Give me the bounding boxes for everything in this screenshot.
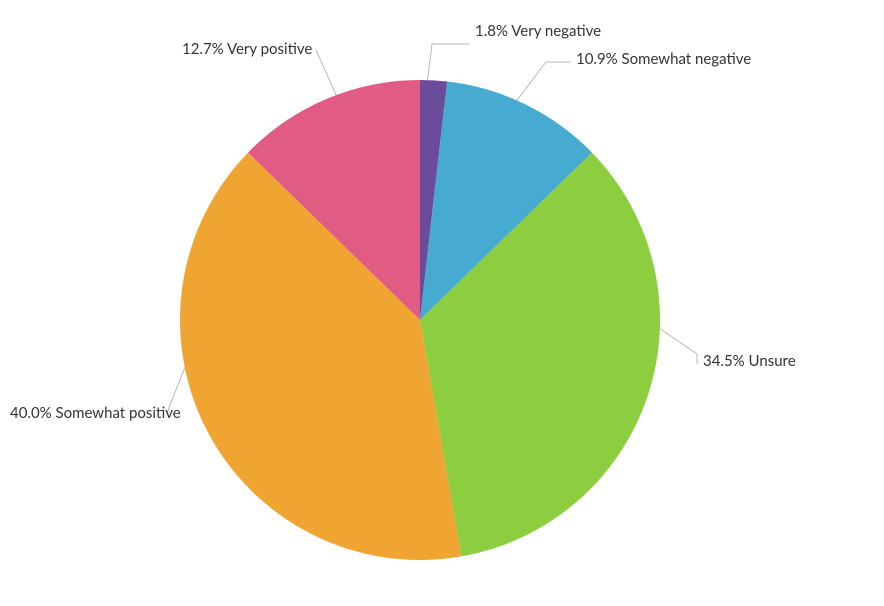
slice-label: 1.8% Very negative [475, 22, 601, 42]
slice-percent: 40.0% [10, 404, 52, 422]
leader-line [517, 62, 571, 100]
slice-label: 10.9% Somewhat negative [576, 50, 751, 70]
pie-chart-svg [0, 0, 884, 606]
slice-percent: 34.5% [703, 352, 745, 370]
slice-percent: 10.9% [576, 50, 618, 68]
slice-percent: 1.8% [475, 22, 508, 40]
slice-name: Unsure [749, 352, 796, 370]
slice-name: Very positive [227, 40, 312, 58]
slice-name: Very negative [511, 22, 601, 40]
leader-line [428, 44, 471, 80]
slice-percent: 12.7% [182, 40, 224, 58]
slice-name: Somewhat negative [622, 50, 752, 68]
pie-slices-group [180, 80, 660, 560]
leader-line [660, 329, 697, 365]
leader-line [316, 50, 336, 95]
slice-label: 40.0% Somewhat positive [10, 404, 181, 424]
slice-name: Somewhat positive [56, 404, 181, 422]
pie-chart-container: 1.8% Very negative 10.9% Somewhat negativ… [0, 0, 884, 606]
slice-label: 12.7% Very positive [182, 40, 312, 60]
slice-label: 34.5% Unsure [703, 352, 796, 372]
